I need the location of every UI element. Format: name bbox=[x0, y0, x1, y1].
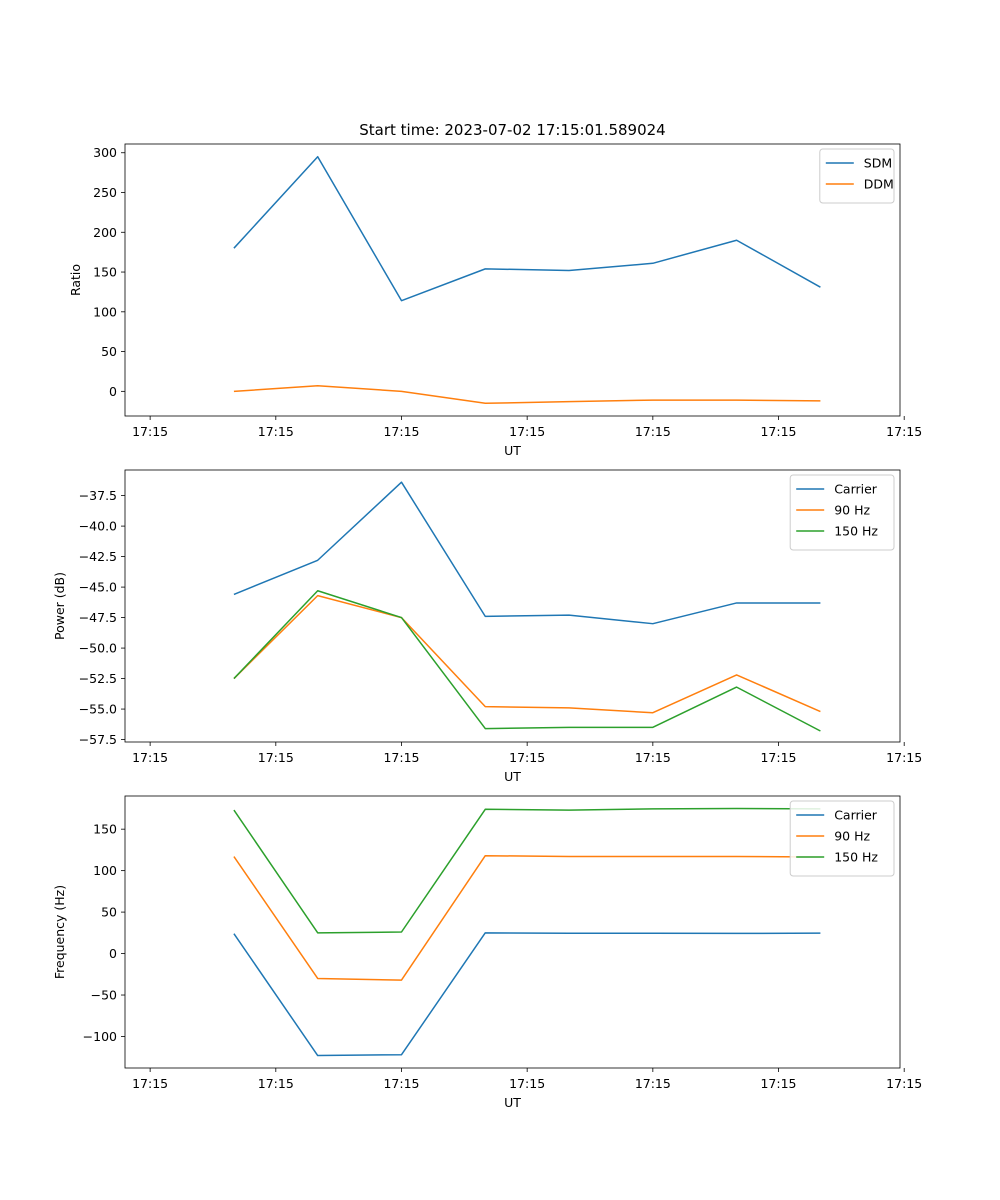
y-axis-label: Power (dB) bbox=[52, 572, 67, 640]
y-tick-label: 250 bbox=[93, 185, 117, 200]
legend-label: DDM bbox=[864, 177, 894, 192]
series-line-carrier bbox=[233, 481, 821, 625]
y-tick-label: −40.0 bbox=[79, 519, 117, 534]
x-tick-label: 17:15 bbox=[258, 424, 294, 439]
axes-frame bbox=[124, 143, 901, 417]
y-tick-label: −45.0 bbox=[79, 580, 117, 595]
y-axis-label: Frequency (Hz) bbox=[52, 885, 67, 979]
y-tick-label: −47.5 bbox=[79, 610, 117, 625]
x-tick-label: 17:15 bbox=[509, 424, 545, 439]
series-line-sdm bbox=[233, 155, 821, 302]
y-tick-label: 150 bbox=[93, 265, 117, 280]
series-line-carrier bbox=[233, 932, 821, 1057]
y-tick-label: 100 bbox=[93, 304, 117, 319]
chart-2: 17:15 17:15 17:15 17:15 17:15 17:15 17:15 −57.5… bbox=[52, 469, 922, 784]
x-tick-label: 17:15 bbox=[258, 750, 294, 765]
x-tick-label: 17:15 bbox=[383, 424, 419, 439]
axes-frame bbox=[124, 795, 901, 1069]
y-tick-label: −52.5 bbox=[79, 671, 117, 686]
series-line-ddm bbox=[233, 385, 821, 405]
x-axis-label: UT bbox=[504, 1095, 521, 1110]
x-tick-label: 17:15 bbox=[760, 1076, 796, 1091]
x-tick-label: 17:15 bbox=[258, 1076, 294, 1091]
x-tick-label: 17:15 bbox=[132, 1076, 168, 1091]
legend: Carrier 90 Hz 150 Hz bbox=[789, 474, 895, 551]
series-line-150-hz bbox=[233, 807, 821, 934]
y-tick-label: 100 bbox=[93, 863, 117, 878]
x-tick-label: 17:15 bbox=[383, 750, 419, 765]
x-tick-label: 17:15 bbox=[886, 750, 922, 765]
y-tick-label: 150 bbox=[93, 822, 117, 837]
x-axis-label: UT bbox=[504, 443, 521, 458]
y-tick-label: −50 bbox=[91, 988, 117, 1003]
x-tick-label: 17:15 bbox=[132, 750, 168, 765]
series-line-90-hz bbox=[233, 594, 821, 714]
legend-label: 90 Hz bbox=[834, 503, 870, 518]
legend-label: Carrier bbox=[834, 482, 878, 497]
axes-frame bbox=[124, 469, 901, 743]
legend-label: 150 Hz bbox=[834, 850, 878, 865]
y-tick-label: 50 bbox=[101, 344, 117, 359]
legend-label: SDM bbox=[864, 156, 892, 171]
y-tick-label: −37.5 bbox=[79, 488, 117, 503]
chart-3: 17:15 17:15 17:15 17:15 17:15 17:15 17:15 −100 −… bbox=[52, 795, 922, 1110]
y-tick-label: −42.5 bbox=[79, 549, 117, 564]
y-tick-label: −57.5 bbox=[79, 732, 117, 747]
x-tick-label: 17:15 bbox=[760, 424, 796, 439]
x-tick-label: 17:15 bbox=[635, 424, 671, 439]
legend-label: 150 Hz bbox=[834, 524, 878, 539]
x-tick-label: 17:15 bbox=[509, 1076, 545, 1091]
x-tick-label: 17:15 bbox=[635, 1076, 671, 1091]
x-tick-label: 17:15 bbox=[886, 424, 922, 439]
series-line-150-hz bbox=[233, 590, 821, 732]
y-tick-label: −100 bbox=[83, 1029, 117, 1044]
x-axis-label: UT bbox=[504, 769, 521, 784]
y-tick-label: 0 bbox=[109, 384, 117, 399]
legend: SDM DDM bbox=[819, 148, 895, 204]
y-tick-label: 0 bbox=[109, 946, 117, 961]
series-line-90-hz bbox=[233, 854, 821, 981]
figure-title: Start time: 2023-07-02 17:15:01.589024 bbox=[359, 121, 665, 139]
legend-label: Carrier bbox=[834, 808, 878, 823]
y-tick-label: −50.0 bbox=[79, 641, 117, 656]
x-tick-label: 17:15 bbox=[383, 1076, 419, 1091]
x-tick-label: 17:15 bbox=[132, 424, 168, 439]
chart-1: 17:15 17:15 17:15 17:15 17:15 17:15 17:15 0 50 10… bbox=[68, 143, 922, 458]
x-tick-label: 17:15 bbox=[886, 1076, 922, 1091]
y-tick-label: 300 bbox=[93, 145, 117, 160]
x-tick-label: 17:15 bbox=[509, 750, 545, 765]
legend-label: 90 Hz bbox=[834, 829, 870, 844]
legend: Carrier 90 Hz 150 Hz bbox=[789, 800, 895, 877]
y-tick-label: −55.0 bbox=[79, 702, 117, 717]
x-tick-label: 17:15 bbox=[760, 750, 796, 765]
x-tick-label: 17:15 bbox=[635, 750, 671, 765]
y-tick-label: 200 bbox=[93, 225, 117, 240]
y-axis-label: Ratio bbox=[68, 264, 83, 296]
y-tick-label: 50 bbox=[101, 905, 117, 920]
